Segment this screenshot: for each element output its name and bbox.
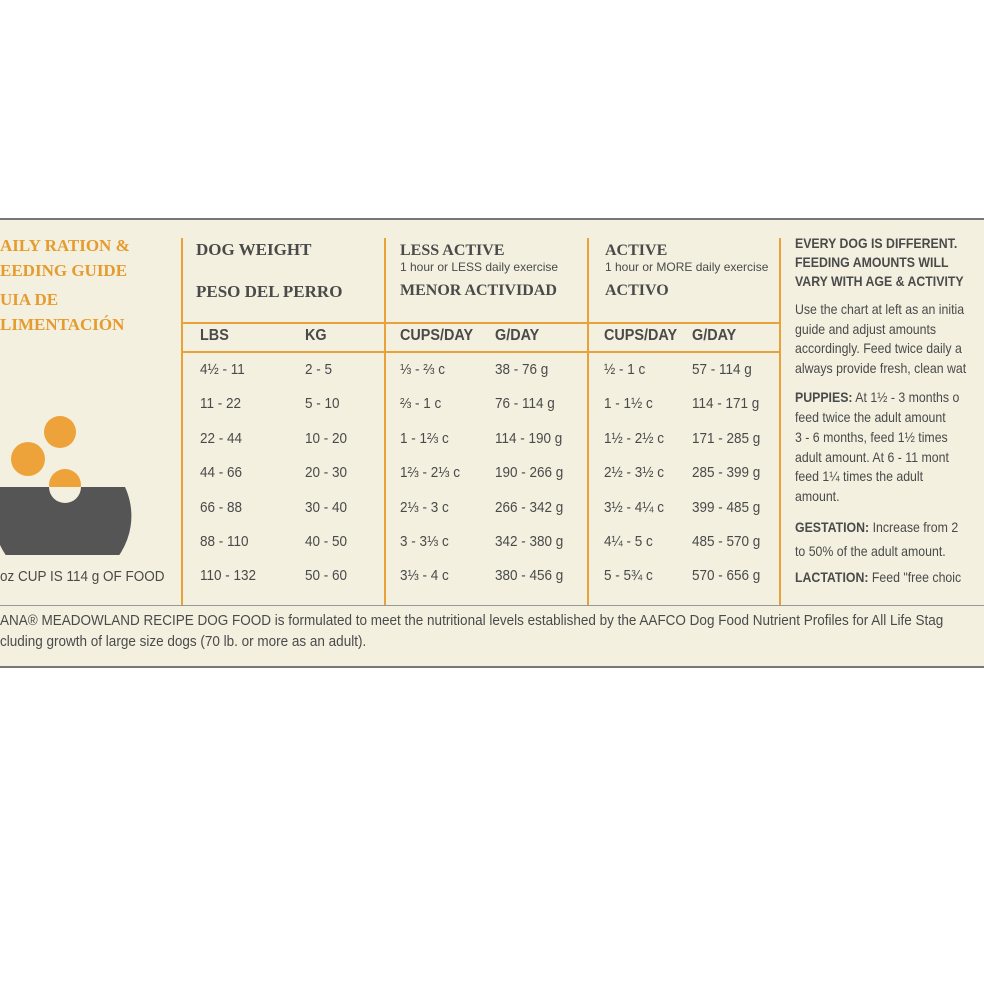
notes-label: GESTATION: [795,519,870,535]
notes-text: Use the chart at left as an initia [795,301,965,317]
table-cell: 3⅓ - 4 c [400,567,449,585]
table-cell: 2 - 5 [305,361,333,378]
footer-text: cluding growth of large size dogs (70 lb… [0,633,367,650]
notes-text: feed 1¼ times the adult [795,468,924,485]
table-cell: 22 - 44 [200,429,243,447]
notes-text: adult amount. At 6 - 11 mont [795,448,949,465]
table-cell: 30 - 40 [305,498,348,516]
table-cell: 4½ - 11 [200,361,245,378]
table-cell: 485 - 570 g [692,533,761,550]
table-cell: 570 - 656 g [692,567,761,585]
bowl-icon [0,416,132,555]
table-cell: 10 - 20 [305,429,348,447]
table-cell: 190 - 266 g [495,464,564,482]
table-cell: 38 - 76 g [495,361,549,378]
table-cell: ⅓ - ⅔ c [400,361,446,378]
feeding-panel: AILY RATION & EEDING GUIDE UIA DE LIMENTACI… [0,218,984,668]
column-subtitle: 1 hour or MORE daily exercise [605,260,769,274]
table-cell: 66 - 88 [200,498,243,516]
footer-text: ANA® MEADOWLAND RECIPE DOG FOOD is formu… [0,612,944,629]
table-cell: 2½ - 3½ c [604,464,665,482]
table-cell: 5 - 5¾ c [604,567,653,585]
table-cell: 266 - 342 g [495,498,564,516]
table-cell: ⅔ - 1 c [400,395,442,413]
cup-note: oz CUP IS 114 g OF FOOD [0,568,165,585]
table-cell: 285 - 399 g [692,464,761,482]
column-title: DOG WEIGHT [196,240,312,259]
table-cell: 44 - 66 [200,464,243,482]
table-cell: 114 - 171 g [692,395,760,413]
table-cell: 88 - 110 [200,533,249,550]
table-cell: 1 - 1⅔ c [400,429,449,447]
notes-text: amount. [795,488,840,505]
notes-line: LACTATION: Feed "free choic [795,568,961,588]
column-title: PESO DEL PERRO [196,282,343,301]
table-cell: 114 - 190 g [495,429,563,447]
notes-text: accordingly. Feed twice daily a [795,340,962,356]
table-cell: 380 - 456 g [495,567,564,585]
table-cell: ½ - 1 c [604,361,646,378]
table-cell: 20 - 30 [305,464,348,482]
table-cell: 76 - 114 g [495,395,555,413]
column-header: KG [305,327,327,344]
guide-title: UIA DE [0,290,59,309]
table-cell: 171 - 285 g [692,429,761,447]
notes-text: Feed "free choic [868,569,962,585]
rule [181,322,779,324]
table-cell: 3½ - 4¼ c [604,498,665,516]
guide-title: AILY RATION & [0,236,130,255]
table-cell: 1½ - 2½ c [604,429,665,447]
table-cell: 11 - 22 [200,395,242,413]
table-cell: 399 - 485 g [692,498,761,516]
notes-heading: VARY WITH AGE & ACTIVITY [795,273,964,289]
rule [181,351,779,353]
column-header: LBS [200,327,229,344]
notes-line: PUPPIES: At 1½ - 3 months o [795,388,959,408]
notes-text: guide and adjust amounts [795,320,937,337]
notes-label: LACTATION: [795,569,869,585]
guide-title: EEDING GUIDE [0,261,128,280]
notes-text: always provide fresh, clean wat [795,359,967,376]
divider [181,238,183,605]
table-cell: 3 - 3⅓ c [400,533,449,550]
column-title: ACTIVO [605,282,669,299]
notes-heading: FEEDING AMOUNTS WILL [795,254,949,270]
column-header: G/DAY [495,327,540,344]
notes-text: At 1½ - 3 months o [852,389,960,405]
column-title: ACTIVE [605,242,668,259]
notes-heading: EVERY DOG IS DIFFERENT. [795,235,958,251]
notes-text: Increase from 2 [869,519,959,535]
table-cell: 5 - 10 [305,395,340,413]
column-header: G/DAY [692,327,737,344]
table-cell: 1⅔ - 2⅓ c [400,464,461,482]
table-cell: 342 - 380 g [495,533,564,550]
notes-text: to 50% of the adult amount. [795,543,946,559]
divider [587,238,589,605]
footer-rule [0,605,984,606]
column-title: LESS ACTIVE [400,242,505,259]
table-cell: 50 - 60 [305,567,348,585]
guide-title: LIMENTACIÓN [0,315,125,334]
notes-line: GESTATION: Increase from 2 [795,518,958,538]
column-header: CUPS/DAY [400,327,474,344]
column-subtitle: 1 hour or LESS daily exercise [400,260,559,274]
column-title: MENOR ACTIVIDAD [400,282,557,299]
column-header: CUPS/DAY [604,327,678,344]
table-cell: 2⅓ - 3 c [400,498,449,516]
table-cell: 110 - 132 [200,567,257,585]
table-cell: 57 - 114 g [692,361,752,378]
notes-text: feed twice the adult amount [795,409,946,425]
notes-text: 3 - 6 months, feed 1½ times [795,428,948,445]
notes-label: PUPPIES: [795,389,853,405]
table-cell: 4¼ - 5 c [604,533,653,550]
table-cell: 40 - 50 [305,533,348,550]
table-cell: 1 - 1½ c [604,395,653,413]
divider [779,238,781,605]
divider [384,238,386,605]
